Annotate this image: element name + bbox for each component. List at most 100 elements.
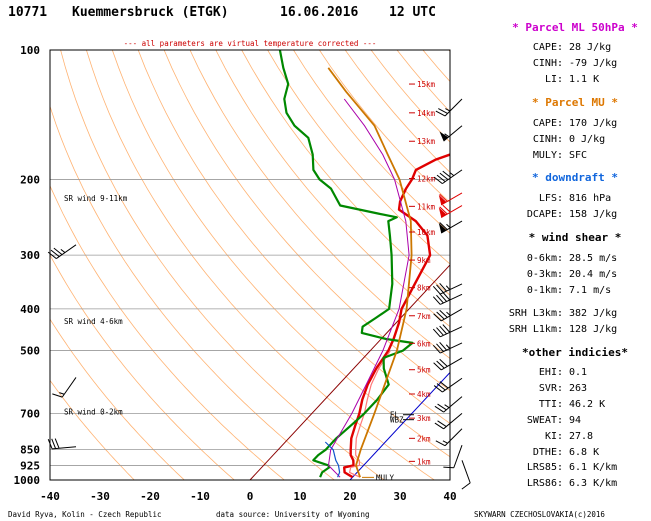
panel-row-value: 0 J/kg bbox=[569, 134, 605, 145]
dry-adiabat bbox=[630, 50, 651, 480]
panel-row-value: 94 bbox=[569, 415, 581, 426]
height-label: 6km bbox=[417, 339, 431, 348]
panel-row-label: CINH: bbox=[533, 58, 563, 69]
temperature-axis-labels: -40 -30 -20 -10 0 10 20 30 40 bbox=[40, 490, 457, 503]
panel-row-value: 128 J/kg bbox=[569, 324, 617, 335]
barb-full bbox=[439, 206, 448, 215]
level-label: WBZ bbox=[390, 416, 404, 425]
height-label: 12km bbox=[417, 175, 436, 184]
barb-full bbox=[50, 249, 60, 257]
pressure-tick-label: 850 bbox=[20, 444, 40, 457]
barb-full bbox=[432, 296, 441, 305]
sounding-time: 12 UTC bbox=[389, 5, 436, 20]
temperature-tick-label: 20 bbox=[343, 490, 356, 503]
dry-adiabat bbox=[241, 50, 450, 296]
panel-row-value: 7.1 m/s bbox=[569, 285, 611, 296]
sr-wind-barb bbox=[47, 244, 77, 260]
barb-half bbox=[444, 133, 450, 138]
dry-adiabat bbox=[215, 50, 450, 328]
indices-panel: * Parcel ML 50hPa * CAPE: 28 J/kg CINH: -79 … bbox=[509, 21, 638, 489]
panel-row-label: 0-3km: bbox=[527, 269, 563, 280]
station-id: 10771 bbox=[8, 5, 47, 20]
wind-barb bbox=[461, 460, 471, 490]
barb-full bbox=[439, 358, 448, 367]
temperature-tick-label: 0 bbox=[247, 490, 254, 503]
barb-pennant bbox=[438, 207, 447, 218]
wind-barb bbox=[433, 357, 463, 371]
sounding-date: 16.06.2016 bbox=[280, 5, 358, 20]
barb-full bbox=[434, 422, 444, 430]
barb-staff bbox=[442, 169, 463, 185]
panel-row-value: 1.1 K bbox=[569, 74, 599, 85]
barb-staff bbox=[443, 413, 463, 430]
barb-staff bbox=[443, 125, 463, 142]
barb-full bbox=[436, 343, 444, 352]
wind-barb bbox=[435, 428, 463, 447]
wind-barb bbox=[432, 291, 463, 305]
barb-full bbox=[436, 284, 444, 293]
temperature-tick-label: -10 bbox=[190, 490, 210, 503]
temperature-tick-label: 40 bbox=[443, 490, 456, 503]
author-credit: David Ryva, Kolin - Czech Republic bbox=[8, 510, 162, 519]
wind-barb bbox=[438, 192, 463, 206]
panel-row-label: SWEAT: bbox=[527, 415, 563, 426]
barb-pennant bbox=[438, 222, 447, 234]
pressure-axis-labels: 100 200 300 400 500 700 850 925 1000 bbox=[14, 44, 41, 487]
barb-full bbox=[433, 362, 442, 371]
pressure-tick-label: 300 bbox=[20, 249, 40, 262]
panel-row-value: 170 J/kg bbox=[569, 118, 617, 129]
panel-row-value: 28.5 m/s bbox=[569, 253, 617, 264]
barb-staff bbox=[444, 428, 463, 447]
wind-barb bbox=[438, 220, 463, 234]
height-label: 10km bbox=[417, 228, 436, 237]
sr-wind-label: SR wind 0-2km bbox=[64, 407, 123, 416]
barb-staff bbox=[444, 98, 463, 117]
series-parcel-ml bbox=[328, 98, 410, 478]
panel-row-label: 0-1km: bbox=[527, 285, 563, 296]
barb-staff bbox=[52, 446, 77, 450]
panel-row-value: 816 hPa bbox=[569, 193, 611, 204]
barb-full bbox=[436, 294, 444, 304]
height-label: 3km bbox=[417, 414, 431, 423]
barb-half bbox=[442, 440, 448, 444]
height-label: 4km bbox=[417, 390, 431, 399]
barb-staff bbox=[442, 377, 463, 393]
panel-row-value: 0.1 bbox=[569, 367, 587, 378]
barb-half bbox=[60, 248, 66, 253]
pressure-tick-label: 200 bbox=[20, 173, 40, 186]
isotherm-20 bbox=[349, 371, 450, 480]
profile-series bbox=[278, 50, 450, 479]
panel-row-value: -79 J/kg bbox=[569, 58, 617, 69]
panel-row-label: DCAPE: bbox=[527, 209, 563, 220]
dry-adiabat bbox=[293, 50, 450, 234]
height-label: 1km bbox=[417, 457, 431, 466]
panel-wind_shear-title: * wind shear * bbox=[529, 231, 622, 244]
panel-row-label: CAPE: bbox=[533, 42, 563, 53]
sr-wind-barb bbox=[52, 377, 77, 398]
temperature-tick-label: 10 bbox=[293, 490, 306, 503]
wind-barb bbox=[432, 341, 463, 354]
barb-full bbox=[433, 313, 442, 322]
barb-full bbox=[436, 383, 446, 391]
temperature-tick-label: 30 bbox=[393, 490, 406, 503]
chart-header: 10771 Kuemmersbruck (ETGK) 16.06.2016 12… bbox=[8, 5, 436, 20]
temperature-tick-label: -40 bbox=[40, 490, 60, 503]
sr-wind-label: SR wind 4-6km bbox=[64, 317, 123, 326]
barb-full bbox=[432, 344, 441, 354]
panel-row-label: LI: bbox=[545, 74, 563, 85]
panel-row-value: 382 J/kg bbox=[569, 308, 617, 319]
panel-row-value: SFC bbox=[569, 150, 587, 161]
barb-half bbox=[446, 311, 451, 316]
panel-row-label: SRH L3km: bbox=[509, 308, 563, 319]
barb-full bbox=[433, 176, 443, 185]
barb-full bbox=[47, 438, 53, 450]
panel-row-label: DTHE: bbox=[533, 447, 563, 458]
panel-row-label: LRS86: bbox=[527, 478, 563, 489]
muly-label: MULY bbox=[376, 473, 395, 482]
barb-full bbox=[47, 251, 57, 259]
pressure-tick-label: 1000 bbox=[14, 474, 41, 487]
barb-full bbox=[435, 440, 446, 447]
barb-pennant bbox=[439, 131, 449, 142]
panel-row-value: 27.8 bbox=[569, 431, 593, 442]
barb-full bbox=[439, 341, 447, 351]
